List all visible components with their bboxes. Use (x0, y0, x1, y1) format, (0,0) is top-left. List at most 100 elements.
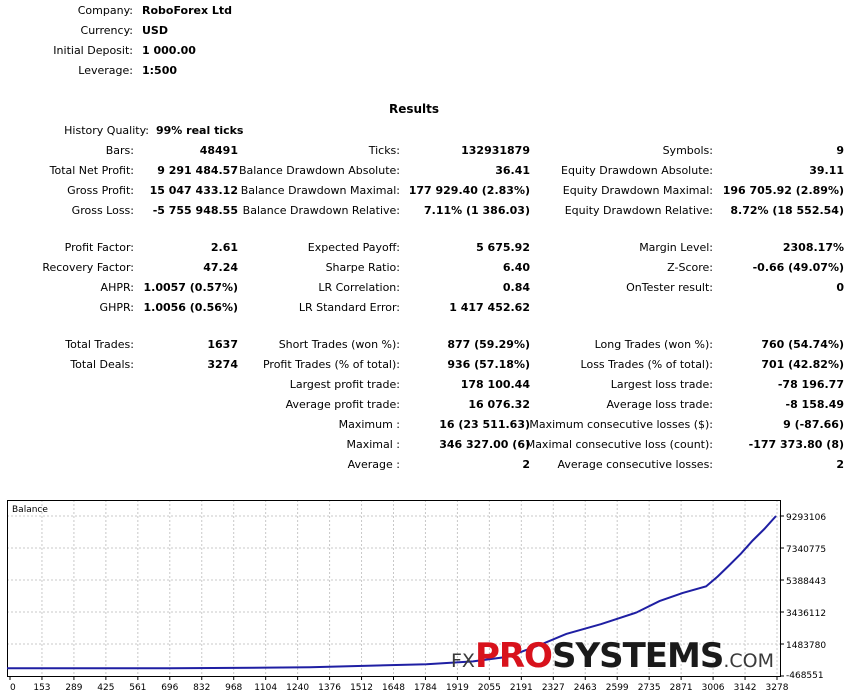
x-tick-label: 2735 (638, 683, 661, 693)
watermark-com-text: .COM (723, 650, 774, 672)
stat-value: -78 196.77 (777, 378, 844, 391)
stat-value: -5 755 948.55 (152, 204, 238, 217)
watermark-systems-text: SYSTEMS (551, 636, 724, 676)
x-tick-label: 1648 (382, 683, 405, 693)
x-tick-label: 3142 (734, 683, 757, 693)
watermark-pro-text: PRO (474, 636, 553, 676)
x-tick-label: 1376 (318, 683, 341, 693)
initial-deposit-label: Initial Deposit: (53, 44, 133, 57)
results-title: Results (388, 102, 440, 116)
stat-label: Equity Drawdown Absolute: (561, 164, 713, 177)
stat-label: Equity Drawdown Maximal: (562, 184, 713, 197)
stat-label: Profit Factor: (64, 241, 134, 254)
balance-chart: Balance 9293106 7340775 5388443 3436112 14837… (7, 500, 826, 693)
x-tick-label: 153 (33, 683, 50, 693)
stat-value: 9 (836, 144, 844, 157)
stat-value: 5 675.92 (476, 241, 530, 254)
stat-label: Balance Drawdown Relative: (242, 204, 400, 217)
stat-label: Bars: (105, 144, 134, 157)
x-tick-label: 2871 (670, 683, 693, 693)
stat-value: 346 327.00 (6) (439, 438, 530, 451)
stat-label: Expected Payoff: (307, 241, 400, 254)
company-value: RoboForex Ltd (142, 4, 233, 17)
stat-label: Profit Trades (% of total): (262, 358, 400, 371)
stat-value: 9 (-87.66) (783, 418, 844, 431)
stat-label: Balance Drawdown Absolute: (238, 164, 400, 177)
stat-value: 1 417 452.62 (449, 301, 530, 314)
currency-label: Currency: (80, 24, 133, 37)
x-tick-label: 3278 (766, 683, 789, 693)
stat-label: Equity Drawdown Relative: (564, 204, 713, 217)
x-tick-label: 2327 (542, 683, 565, 693)
x-tick-label: 289 (65, 683, 82, 693)
stat-label: Total Trades: (65, 338, 134, 351)
stat-label: Total Net Profit: (49, 164, 134, 177)
leverage-label: Leverage: (78, 64, 133, 77)
stat-value: -8 158.49 (785, 398, 845, 411)
stat-value: 8.72% (18 552.54) (730, 204, 844, 217)
watermark-fx-text: FX (451, 650, 475, 672)
stat-label: Gross Loss: (71, 204, 134, 217)
stat-value: 132931879 (461, 144, 530, 157)
y-tick-label: 3436112 (786, 609, 826, 619)
stat-label: Average : (347, 458, 400, 471)
stat-label: Average loss trade: (606, 398, 713, 411)
y-tick-label: 5388443 (786, 577, 826, 587)
y-tick-label: 1483780 (786, 641, 826, 651)
stat-label: Sharpe Ratio: (325, 261, 400, 274)
stat-value: 877 (59.29%) (447, 338, 530, 351)
stat-value: 178 100.44 (460, 378, 530, 391)
x-tick-label: 696 (161, 683, 178, 693)
stat-value: 9 291 484.57 (157, 164, 238, 177)
currency-value: USD (142, 24, 168, 37)
stat-label: LR Correlation: (318, 281, 400, 294)
x-tick-label: 968 (225, 683, 242, 693)
x-tick-label: 561 (129, 683, 146, 693)
stat-value: 2 (522, 458, 530, 471)
stat-label: Symbols: (662, 144, 713, 157)
stat-value: 36.41 (495, 164, 530, 177)
stat-label: Short Trades (won %): (278, 338, 400, 351)
stat-label: AHPR: (100, 281, 134, 294)
initial-deposit-value: 1 000.00 (142, 44, 196, 57)
x-tick-label: 1104 (254, 683, 277, 693)
stat-value: 7.11% (1 386.03) (424, 204, 530, 217)
x-tick-label: 1919 (446, 683, 469, 693)
y-tick-label: -468551 (786, 671, 824, 681)
stat-label: LR Standard Error: (298, 301, 400, 314)
stat-value: 2.61 (210, 241, 238, 254)
x-tick-label: 2055 (478, 683, 501, 693)
x-tick-label: 832 (193, 683, 210, 693)
stat-label: Maximal consecutive loss (count): (525, 438, 713, 451)
stat-value: 16 (23 511.63) (439, 418, 530, 431)
stat-value: 6.40 (502, 261, 530, 274)
stat-value: 1.0056 (0.56%) (143, 301, 239, 314)
stat-value: 177 929.40 (2.83%) (408, 184, 530, 197)
history-quality-value: 99% real ticks (156, 124, 244, 137)
y-tick-label: 7340775 (786, 545, 826, 555)
stat-label: Maximum : (338, 418, 400, 431)
stat-value: 1637 (207, 338, 238, 351)
stat-value: 47.24 (203, 261, 238, 274)
stat-label: Long Trades (won %): (594, 338, 713, 351)
x-tick-label: 2191 (510, 683, 533, 693)
stat-value: 39.11 (809, 164, 844, 177)
stat-label: Margin Level: (639, 241, 713, 254)
stat-value: 15 047 433.12 (149, 184, 238, 197)
balance-line (7, 515, 777, 670)
stat-value: 1.0057 (0.57%) (143, 281, 239, 294)
x-tick-label: 3006 (702, 683, 725, 693)
stat-value: 196 705.92 (2.89%) (722, 184, 844, 197)
stat-value: 2 (836, 458, 844, 471)
stat-label: Average consecutive losses: (557, 458, 713, 471)
stat-label: Gross Profit: (67, 184, 134, 197)
x-tick-label: 1784 (414, 683, 437, 693)
y-tick-label: 9293106 (786, 513, 826, 523)
stat-value: 3274 (207, 358, 238, 371)
stat-label: Maximum consecutive losses ($): (529, 418, 713, 431)
x-tick-label: 2599 (606, 683, 629, 693)
x-tick-label: 0 (10, 683, 16, 693)
stat-value: 48491 (199, 144, 238, 157)
stat-label: Z-Score: (667, 261, 713, 274)
stat-value: 0 (836, 281, 844, 294)
